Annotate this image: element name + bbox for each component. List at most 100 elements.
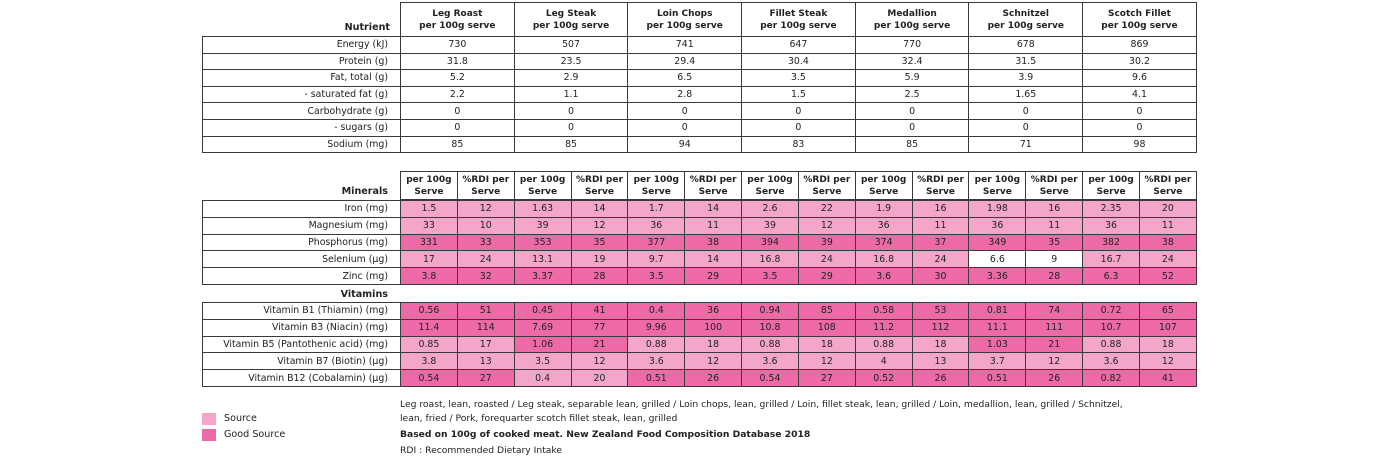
rdi-header: %RDI per Serve <box>911 171 970 200</box>
per-100g-value: 6.6 <box>968 250 1027 269</box>
rdi-value: 21 <box>570 335 629 354</box>
nutrient-value: 0 <box>627 102 743 120</box>
per-100g-value: 382 <box>1082 233 1140 252</box>
cut-header-cell: Loin Chops per 100g serve <box>627 2 743 37</box>
nutrient-label: Fat, total (g) <box>202 69 401 87</box>
per-100g-value: 1.5 <box>400 200 458 218</box>
header-line: %RDI per <box>1030 174 1078 185</box>
cut-header-cell: Medallion per 100g serve <box>854 2 970 37</box>
cut-header-cell: Scotch Fillet per 100g serve <box>1082 2 1197 37</box>
per-100g-value: 0.88 <box>1082 335 1140 354</box>
nutrient-value: 31.8 <box>400 52 515 71</box>
mineral-row: Iron (mg) 1.5 12 1.63 14 1.7 14 2.6 22 1.9 16 1.98 1… <box>202 200 1197 218</box>
rdi-value: 36 <box>684 302 743 320</box>
rdi-value: 108 <box>797 318 856 337</box>
vitamins-heading: Vitamins <box>340 289 388 300</box>
rdi-value: 18 <box>684 335 743 354</box>
per-100g-header: per 100g Serve <box>854 171 913 200</box>
per-100g-value: 1.9 <box>854 200 913 218</box>
rdi-value: 29 <box>797 267 856 285</box>
per-100g-value: 11.4 <box>400 318 458 337</box>
cuts-header-table: Leg Roast per 100g serve Leg Steak per 100g… <box>400 2 1197 37</box>
nutrient-value: 0 <box>854 118 970 137</box>
cut-header-cell: Schnitzel per 100g serve <box>968 2 1084 37</box>
per-100g-value: 0.4 <box>513 369 572 387</box>
nutrient-value: 0 <box>400 118 515 137</box>
header-line: Serve <box>982 186 1012 197</box>
per-100g-value: 9.96 <box>627 318 686 337</box>
rdi-value: 11 <box>1138 216 1197 235</box>
rdi-value: 53 <box>911 302 970 320</box>
nutrient-value: 5.2 <box>400 69 515 87</box>
rdi-header: %RDI per Serve <box>684 171 743 200</box>
rdi-value: 11 <box>684 216 743 235</box>
footnote-database: Based on 100g of cooked meat. New Zealan… <box>400 429 811 440</box>
per-100g-value: 3.8 <box>400 352 458 371</box>
per-100g-value: 3.6 <box>627 352 686 371</box>
per-100g-value: 0.85 <box>400 335 458 354</box>
per-100g-value: 377 <box>627 233 686 252</box>
per-100g-value: 1.7 <box>627 200 686 218</box>
rdi-value: 100 <box>684 318 743 337</box>
nutrient-value: 678 <box>968 36 1084 54</box>
rdi-value: 24 <box>1138 250 1197 269</box>
rdi-value: 24 <box>911 250 970 269</box>
rdi-value: 29 <box>684 267 743 285</box>
per-100g-value: 3.7 <box>968 352 1027 371</box>
rdi-value: 26 <box>1025 369 1084 387</box>
rdi-value: 112 <box>911 318 970 337</box>
per-100g-value: 3.6 <box>741 352 799 371</box>
rdi-value: 12 <box>1025 352 1084 371</box>
per-100g-value: 39 <box>513 216 572 235</box>
rdi-value: 13 <box>911 352 970 371</box>
vitamin-row-label: Vitamin B3 (Niacin) (mg) <box>202 318 401 337</box>
cut-name: Fillet Steak <box>769 8 828 19</box>
per-100g-value: 0.54 <box>741 369 799 387</box>
per-100g-header: per 100g Serve <box>741 171 799 200</box>
per-100g-value: 0.88 <box>854 335 913 354</box>
footnote-source-cuts-cont: lean, fried / Pork, forequarter scotch f… <box>400 413 678 424</box>
per-100g-value: 1.03 <box>968 335 1027 354</box>
cut-serve: per 100g serve <box>873 20 951 31</box>
per-100g-value: 0.58 <box>854 302 913 320</box>
rdi-value: 107 <box>1138 318 1197 337</box>
per-100g-value: 36 <box>627 216 686 235</box>
per-100g-value: 16.7 <box>1082 250 1140 269</box>
per-100g-value: 3.6 <box>1082 352 1140 371</box>
header-line: %RDI per <box>917 174 964 185</box>
per-100g-value: 1.98 <box>968 200 1027 218</box>
cut-name: Medallion <box>887 8 937 19</box>
nutrient-value: 31.5 <box>968 52 1084 71</box>
nutrient-value: 1.65 <box>968 85 1084 104</box>
legend-source-label: Source <box>224 413 257 424</box>
cut-header-cell: Leg Roast per 100g serve <box>400 2 515 37</box>
nutrient-row: - sugars (g) 0 0 0 0 0 0 0 <box>202 118 1197 137</box>
per-100g-header: per 100g Serve <box>968 171 1027 200</box>
per-100g-value: 3.8 <box>400 267 458 285</box>
rdi-value: 28 <box>570 267 629 285</box>
header-line: per 100g <box>519 174 566 185</box>
rdi-value: 18 <box>797 335 856 354</box>
rdi-value: 51 <box>456 302 515 320</box>
rdi-value: 12 <box>1138 352 1197 371</box>
nutrient-value: 2.5 <box>854 85 970 104</box>
per-100g-value: 39 <box>741 216 799 235</box>
per-100g-value: 36 <box>854 216 913 235</box>
per-100g-value: 394 <box>741 233 799 252</box>
per-100g-value: 0.88 <box>741 335 799 354</box>
header-line: Serve <box>755 186 785 197</box>
nutrient-value: 0 <box>627 118 743 137</box>
nutrient-value: 94 <box>627 135 743 154</box>
vitamin-row: Vitamin B1 (Thiamin) (mg) 0.56 51 0.45 41 0.4… <box>202 302 1197 320</box>
header-line: per 100g <box>860 174 907 185</box>
rdi-value: 30 <box>911 267 970 285</box>
vitamin-row: Vitamin B5 (Pantothenic acid) (mg) 0.85 17… <box>202 335 1197 354</box>
rdi-value: 41 <box>570 302 629 320</box>
vitamin-row-label: Vitamin B5 (Pantothenic acid) (mg) <box>202 335 401 354</box>
nutrient-value: 3.9 <box>968 69 1084 87</box>
cut-serve: per 100g serve <box>1101 20 1178 31</box>
header-line: per 100g <box>406 174 452 185</box>
per-100g-value: 0.45 <box>513 302 572 320</box>
rdi-value: 74 <box>1025 302 1084 320</box>
nutrient-value: 85 <box>854 135 970 154</box>
